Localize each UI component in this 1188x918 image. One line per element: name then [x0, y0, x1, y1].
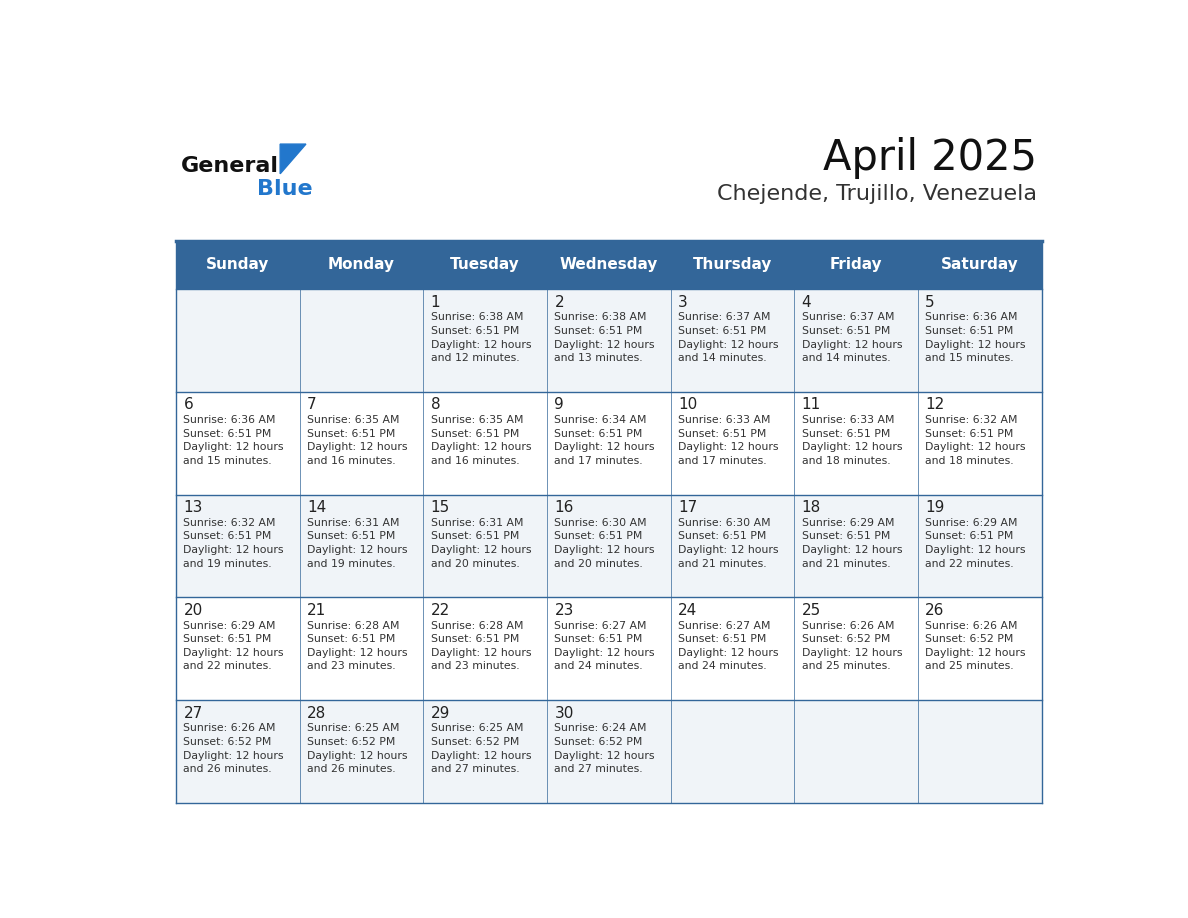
Text: Sunrise: 6:28 AM
Sunset: 6:51 PM
Daylight: 12 hours
and 23 minutes.: Sunrise: 6:28 AM Sunset: 6:51 PM Dayligh… [308, 621, 407, 671]
Text: Sunrise: 6:26 AM
Sunset: 6:52 PM
Daylight: 12 hours
and 26 minutes.: Sunrise: 6:26 AM Sunset: 6:52 PM Dayligh… [183, 723, 284, 774]
Text: 13: 13 [183, 500, 203, 515]
Text: Sunrise: 6:31 AM
Sunset: 6:51 PM
Daylight: 12 hours
and 20 minutes.: Sunrise: 6:31 AM Sunset: 6:51 PM Dayligh… [431, 518, 531, 568]
Text: Sunrise: 6:25 AM
Sunset: 6:52 PM
Daylight: 12 hours
and 27 minutes.: Sunrise: 6:25 AM Sunset: 6:52 PM Dayligh… [431, 723, 531, 774]
Text: Sunrise: 6:28 AM
Sunset: 6:51 PM
Daylight: 12 hours
and 23 minutes.: Sunrise: 6:28 AM Sunset: 6:51 PM Dayligh… [431, 621, 531, 671]
Text: 24: 24 [678, 603, 697, 618]
Text: Sunrise: 6:33 AM
Sunset: 6:51 PM
Daylight: 12 hours
and 18 minutes.: Sunrise: 6:33 AM Sunset: 6:51 PM Dayligh… [802, 415, 902, 466]
Text: 14: 14 [308, 500, 327, 515]
Text: Sunday: Sunday [207, 257, 270, 273]
Text: Sunrise: 6:33 AM
Sunset: 6:51 PM
Daylight: 12 hours
and 17 minutes.: Sunrise: 6:33 AM Sunset: 6:51 PM Dayligh… [678, 415, 778, 466]
Text: Sunrise: 6:27 AM
Sunset: 6:51 PM
Daylight: 12 hours
and 24 minutes.: Sunrise: 6:27 AM Sunset: 6:51 PM Dayligh… [678, 621, 778, 671]
Text: Saturday: Saturday [941, 257, 1018, 273]
Text: Thursday: Thursday [693, 257, 772, 273]
Text: Sunrise: 6:32 AM
Sunset: 6:51 PM
Daylight: 12 hours
and 19 minutes.: Sunrise: 6:32 AM Sunset: 6:51 PM Dayligh… [183, 518, 284, 568]
Text: 20: 20 [183, 603, 203, 618]
Text: 1: 1 [431, 295, 441, 309]
Text: Sunrise: 6:24 AM
Sunset: 6:52 PM
Daylight: 12 hours
and 27 minutes.: Sunrise: 6:24 AM Sunset: 6:52 PM Dayligh… [555, 723, 655, 774]
FancyBboxPatch shape [176, 392, 1042, 495]
Text: 8: 8 [431, 397, 441, 412]
Text: Sunrise: 6:29 AM
Sunset: 6:51 PM
Daylight: 12 hours
and 21 minutes.: Sunrise: 6:29 AM Sunset: 6:51 PM Dayligh… [802, 518, 902, 568]
Text: General: General [181, 156, 279, 176]
Text: 12: 12 [925, 397, 944, 412]
Text: Sunrise: 6:25 AM
Sunset: 6:52 PM
Daylight: 12 hours
and 26 minutes.: Sunrise: 6:25 AM Sunset: 6:52 PM Dayligh… [308, 723, 407, 774]
Text: 15: 15 [431, 500, 450, 515]
Text: 9: 9 [555, 397, 564, 412]
Text: Sunrise: 6:26 AM
Sunset: 6:52 PM
Daylight: 12 hours
and 25 minutes.: Sunrise: 6:26 AM Sunset: 6:52 PM Dayligh… [925, 621, 1025, 671]
Text: 16: 16 [555, 500, 574, 515]
Text: Sunrise: 6:29 AM
Sunset: 6:51 PM
Daylight: 12 hours
and 22 minutes.: Sunrise: 6:29 AM Sunset: 6:51 PM Dayligh… [925, 518, 1025, 568]
Text: Monday: Monday [328, 257, 396, 273]
Text: Sunrise: 6:31 AM
Sunset: 6:51 PM
Daylight: 12 hours
and 19 minutes.: Sunrise: 6:31 AM Sunset: 6:51 PM Dayligh… [308, 518, 407, 568]
Text: 11: 11 [802, 397, 821, 412]
Text: April 2025: April 2025 [823, 137, 1037, 179]
Text: 19: 19 [925, 500, 944, 515]
Text: 6: 6 [183, 397, 194, 412]
Text: Sunrise: 6:30 AM
Sunset: 6:51 PM
Daylight: 12 hours
and 20 minutes.: Sunrise: 6:30 AM Sunset: 6:51 PM Dayligh… [555, 518, 655, 568]
FancyBboxPatch shape [176, 495, 1042, 598]
Text: Friday: Friday [829, 257, 883, 273]
Text: Sunrise: 6:38 AM
Sunset: 6:51 PM
Daylight: 12 hours
and 12 minutes.: Sunrise: 6:38 AM Sunset: 6:51 PM Dayligh… [431, 312, 531, 364]
Text: Sunrise: 6:37 AM
Sunset: 6:51 PM
Daylight: 12 hours
and 14 minutes.: Sunrise: 6:37 AM Sunset: 6:51 PM Dayligh… [802, 312, 902, 364]
Text: Sunrise: 6:36 AM
Sunset: 6:51 PM
Daylight: 12 hours
and 15 minutes.: Sunrise: 6:36 AM Sunset: 6:51 PM Dayligh… [183, 415, 284, 466]
Text: 29: 29 [431, 706, 450, 721]
Text: 10: 10 [678, 397, 697, 412]
Text: 23: 23 [555, 603, 574, 618]
Text: 30: 30 [555, 706, 574, 721]
Text: 3: 3 [678, 295, 688, 309]
Text: 28: 28 [308, 706, 327, 721]
Text: Sunrise: 6:26 AM
Sunset: 6:52 PM
Daylight: 12 hours
and 25 minutes.: Sunrise: 6:26 AM Sunset: 6:52 PM Dayligh… [802, 621, 902, 671]
Text: 26: 26 [925, 603, 944, 618]
Text: 25: 25 [802, 603, 821, 618]
FancyBboxPatch shape [176, 289, 1042, 392]
Text: Tuesday: Tuesday [450, 257, 520, 273]
Text: Sunrise: 6:38 AM
Sunset: 6:51 PM
Daylight: 12 hours
and 13 minutes.: Sunrise: 6:38 AM Sunset: 6:51 PM Dayligh… [555, 312, 655, 364]
Text: Wednesday: Wednesday [560, 257, 658, 273]
Text: Sunrise: 6:27 AM
Sunset: 6:51 PM
Daylight: 12 hours
and 24 minutes.: Sunrise: 6:27 AM Sunset: 6:51 PM Dayligh… [555, 621, 655, 671]
Text: 5: 5 [925, 295, 935, 309]
Text: Blue: Blue [257, 179, 312, 199]
Text: Sunrise: 6:35 AM
Sunset: 6:51 PM
Daylight: 12 hours
and 16 minutes.: Sunrise: 6:35 AM Sunset: 6:51 PM Dayligh… [431, 415, 531, 466]
Text: Sunrise: 6:34 AM
Sunset: 6:51 PM
Daylight: 12 hours
and 17 minutes.: Sunrise: 6:34 AM Sunset: 6:51 PM Dayligh… [555, 415, 655, 466]
Text: 18: 18 [802, 500, 821, 515]
Text: 27: 27 [183, 706, 203, 721]
FancyBboxPatch shape [176, 598, 1042, 700]
FancyBboxPatch shape [176, 700, 1042, 803]
Text: Sunrise: 6:35 AM
Sunset: 6:51 PM
Daylight: 12 hours
and 16 minutes.: Sunrise: 6:35 AM Sunset: 6:51 PM Dayligh… [308, 415, 407, 466]
Text: Sunrise: 6:36 AM
Sunset: 6:51 PM
Daylight: 12 hours
and 15 minutes.: Sunrise: 6:36 AM Sunset: 6:51 PM Dayligh… [925, 312, 1025, 364]
Text: 17: 17 [678, 500, 697, 515]
Text: 21: 21 [308, 603, 327, 618]
Text: Chejende, Trujillo, Venezuela: Chejende, Trujillo, Venezuela [718, 185, 1037, 205]
Text: Sunrise: 6:32 AM
Sunset: 6:51 PM
Daylight: 12 hours
and 18 minutes.: Sunrise: 6:32 AM Sunset: 6:51 PM Dayligh… [925, 415, 1025, 466]
Text: Sunrise: 6:29 AM
Sunset: 6:51 PM
Daylight: 12 hours
and 22 minutes.: Sunrise: 6:29 AM Sunset: 6:51 PM Dayligh… [183, 621, 284, 671]
Text: 4: 4 [802, 295, 811, 309]
Text: Sunrise: 6:37 AM
Sunset: 6:51 PM
Daylight: 12 hours
and 14 minutes.: Sunrise: 6:37 AM Sunset: 6:51 PM Dayligh… [678, 312, 778, 364]
Text: 22: 22 [431, 603, 450, 618]
Text: 7: 7 [308, 397, 317, 412]
FancyBboxPatch shape [176, 241, 1042, 289]
Text: Sunrise: 6:30 AM
Sunset: 6:51 PM
Daylight: 12 hours
and 21 minutes.: Sunrise: 6:30 AM Sunset: 6:51 PM Dayligh… [678, 518, 778, 568]
Text: 2: 2 [555, 295, 564, 309]
Polygon shape [280, 144, 307, 174]
